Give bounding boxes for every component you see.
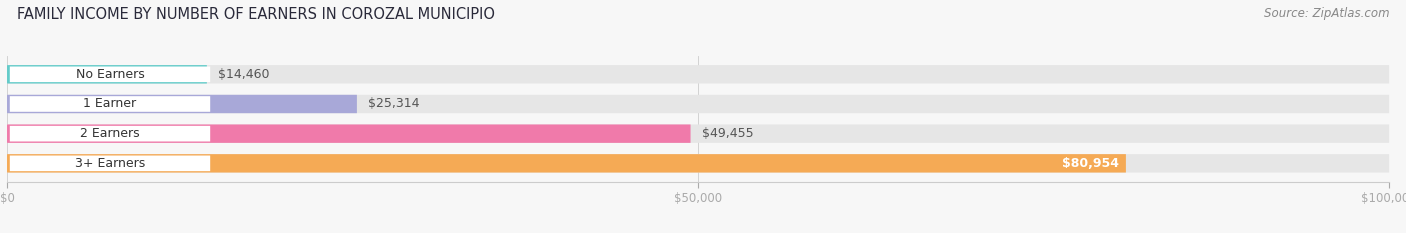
Text: 1 Earner: 1 Earner bbox=[83, 97, 136, 110]
Text: FAMILY INCOME BY NUMBER OF EARNERS IN COROZAL MUNICIPIO: FAMILY INCOME BY NUMBER OF EARNERS IN CO… bbox=[17, 7, 495, 22]
FancyBboxPatch shape bbox=[10, 96, 211, 112]
Text: Source: ZipAtlas.com: Source: ZipAtlas.com bbox=[1264, 7, 1389, 20]
FancyBboxPatch shape bbox=[7, 154, 1389, 173]
Text: $14,460: $14,460 bbox=[218, 68, 270, 81]
FancyBboxPatch shape bbox=[7, 154, 1126, 173]
FancyBboxPatch shape bbox=[7, 124, 1389, 143]
Text: No Earners: No Earners bbox=[76, 68, 145, 81]
FancyBboxPatch shape bbox=[7, 65, 1389, 83]
FancyBboxPatch shape bbox=[7, 65, 207, 83]
FancyBboxPatch shape bbox=[7, 95, 1389, 113]
Text: $25,314: $25,314 bbox=[368, 97, 419, 110]
FancyBboxPatch shape bbox=[10, 155, 211, 171]
Text: 2 Earners: 2 Earners bbox=[80, 127, 139, 140]
FancyBboxPatch shape bbox=[10, 66, 211, 82]
Text: $80,954: $80,954 bbox=[1062, 157, 1119, 170]
Text: 3+ Earners: 3+ Earners bbox=[75, 157, 145, 170]
FancyBboxPatch shape bbox=[7, 124, 690, 143]
FancyBboxPatch shape bbox=[7, 95, 357, 113]
FancyBboxPatch shape bbox=[10, 126, 211, 141]
Text: $49,455: $49,455 bbox=[702, 127, 754, 140]
